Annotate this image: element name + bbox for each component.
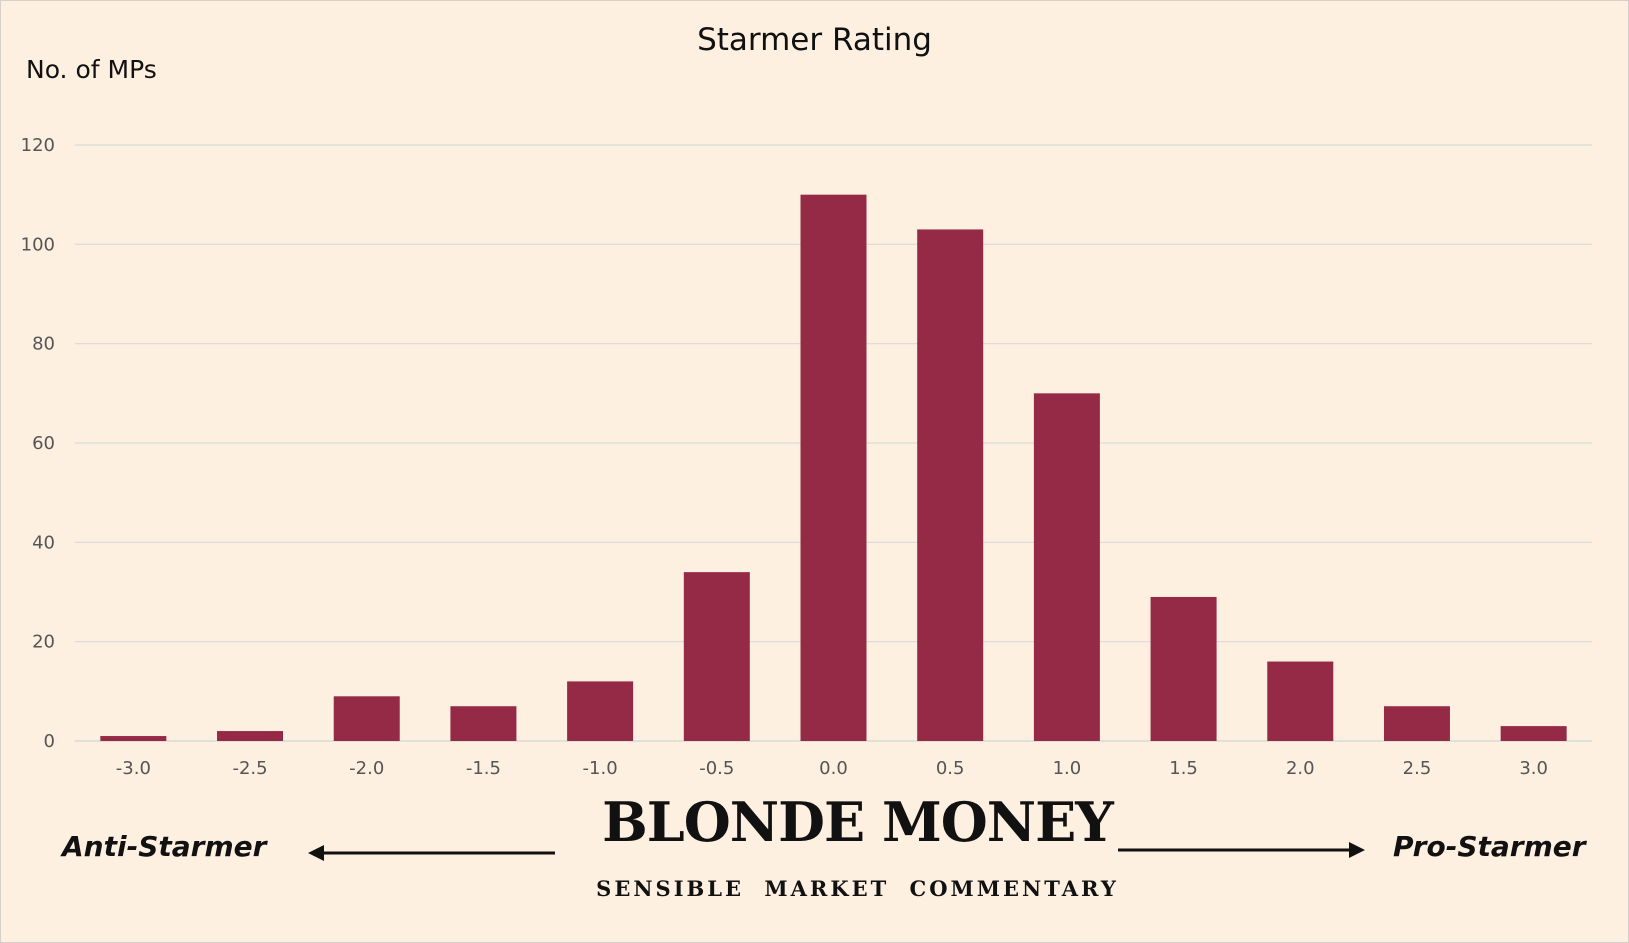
bar-1.0	[1033, 393, 1100, 741]
right-arrow	[1118, 842, 1365, 858]
anti-starmer-label: Anti-Starmer	[62, 830, 267, 863]
x-tick-label: -3.0	[116, 758, 151, 779]
x-tick-label: 0.5	[936, 758, 965, 779]
bar-0.0	[800, 194, 867, 741]
y-tick-label: 60	[32, 433, 55, 454]
brand-logo-text: BLONDE MONEY	[602, 790, 1114, 854]
bar--2.0	[333, 696, 400, 741]
bar-1.5	[1150, 596, 1217, 741]
bar--0.5	[683, 572, 750, 741]
bar--1.0	[567, 681, 634, 741]
y-tick-label: 100	[21, 234, 55, 255]
y-tick-label: 0	[44, 731, 55, 752]
x-tick-label: -1.5	[466, 758, 501, 779]
x-tick-label: -0.5	[699, 758, 734, 779]
x-tick-label: 3.0	[1519, 758, 1548, 779]
x-tick-label: -2.0	[349, 758, 384, 779]
x-tick-label: 2.0	[1286, 758, 1315, 779]
y-axis-ticks: 0 20 40 60 80 100 120	[21, 135, 55, 752]
brand-tagline: SENSIBLE MARKET COMMENTARY	[596, 876, 1119, 901]
bar-2.0	[1267, 661, 1334, 741]
x-tick-label: -2.5	[232, 758, 267, 779]
x-tick-label: 1.5	[1169, 758, 1198, 779]
y-axis-title: No. of MPs	[26, 55, 157, 84]
y-tick-label: 20	[32, 632, 55, 653]
x-tick-label: 1.0	[1053, 758, 1082, 779]
y-tick-label: 40	[32, 532, 55, 553]
x-axis-ticks: -3.0 -2.5 -2.0 -1.5 -1.0 -0.5 0.0 0.5 1.0 1.5 2.0 2…	[116, 758, 1548, 779]
x-tick-label: 0.0	[819, 758, 848, 779]
bar--1.5	[450, 706, 517, 741]
bar--2.5	[217, 731, 284, 741]
x-tick-label: 2.5	[1403, 758, 1432, 779]
bar-3.0	[1500, 726, 1567, 741]
chart-title: Starmer Rating	[697, 22, 932, 58]
bars	[100, 194, 1567, 741]
bar--3.0	[100, 736, 167, 741]
y-tick-label: 80	[32, 334, 55, 355]
pro-starmer-label: Pro-Starmer	[1393, 830, 1586, 863]
y-tick-label: 120	[21, 135, 55, 156]
bar-2.5	[1383, 706, 1450, 741]
left-arrow	[308, 845, 555, 861]
bar-0.5	[917, 229, 984, 741]
x-tick-label: -1.0	[583, 758, 618, 779]
